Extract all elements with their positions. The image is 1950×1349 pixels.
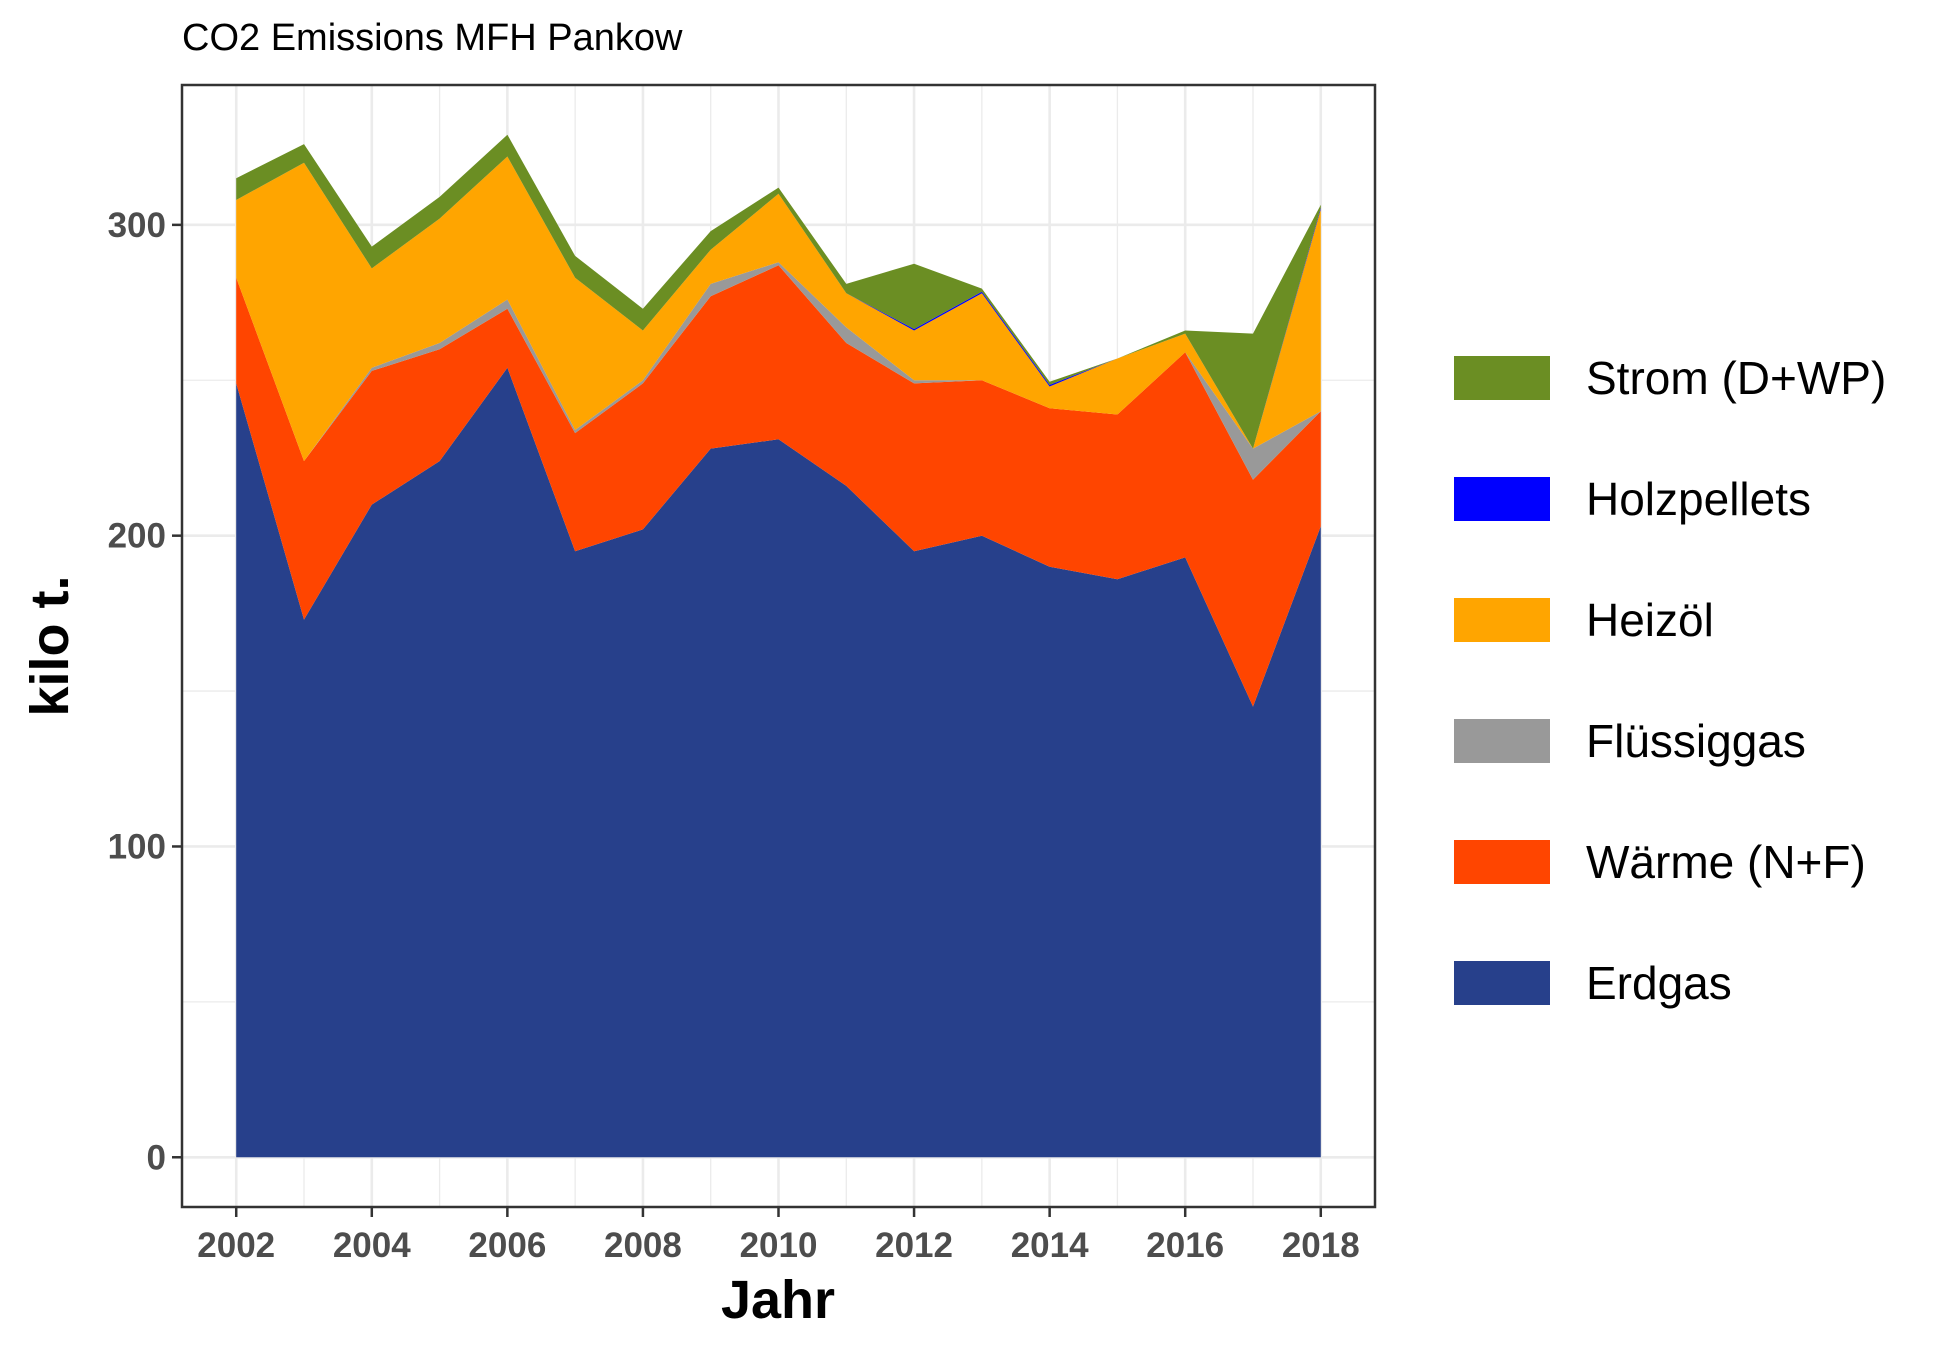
y-axis-ticks: 0 100 200 300 [108,206,182,1177]
x-tick-label: 2006 [468,1226,546,1265]
x-tick-label: 2012 [875,1226,953,1265]
legend-label: Wärme (N+F) [1586,836,1866,888]
x-axis-ticks: 2002 2004 2006 2008 2010 2012 2014 2016 2018 [197,1207,1360,1265]
x-tick-label: 2008 [604,1226,682,1265]
x-tick-label: 2016 [1146,1226,1224,1265]
legend-swatch [1454,719,1550,763]
legend-label: Holzpellets [1586,473,1811,525]
y-tick-label: 0 [147,1138,166,1177]
legend: Strom (D+WP) Holzpellets Heizöl Flüssiggas W… [1454,352,1886,1009]
area-wärme-n-f [236,265,1321,707]
legend-label: Heizöl [1586,594,1714,646]
legend-label: Strom (D+WP) [1586,352,1886,404]
y-tick-label: 200 [108,517,166,556]
legend-label: Erdgas [1586,957,1732,1009]
y-axis-title: kilo t. [20,575,80,716]
area-erdgas [236,367,1321,1158]
legend-swatch [1454,477,1550,521]
x-axis-title: Jahr [721,1270,835,1330]
x-tick-label: 2014 [1011,1226,1089,1265]
stacked-areas [236,134,1321,1158]
x-tick-label: 2002 [197,1226,275,1265]
legend-swatch [1454,961,1550,1005]
legend-swatch [1454,356,1550,400]
legend-swatch [1454,598,1550,642]
legend-label: Flüssiggas [1586,715,1806,767]
x-tick-label: 2010 [740,1226,818,1265]
y-tick-label: 300 [108,206,166,245]
legend-swatch [1454,840,1550,884]
chart-title: CO2 Emissions MFH Pankow [182,17,683,59]
y-tick-label: 100 [108,827,166,866]
area-heizöl [236,156,1321,462]
x-tick-label: 2004 [333,1226,411,1265]
x-tick-label: 2018 [1282,1226,1360,1265]
